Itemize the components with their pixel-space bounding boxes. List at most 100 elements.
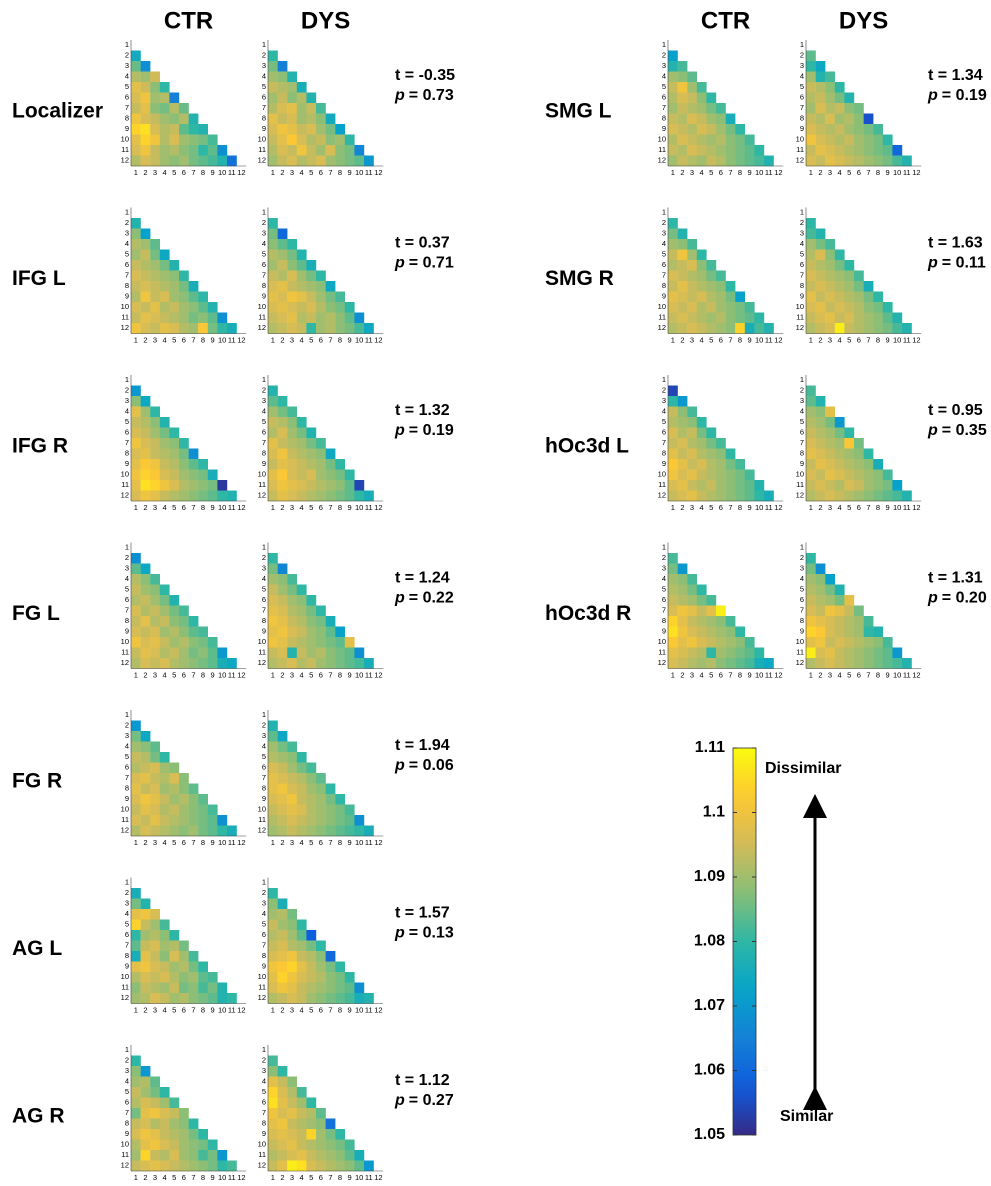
matrix-cell: [169, 469, 180, 481]
matrix-cell: [844, 92, 855, 104]
matrix-cell: [150, 438, 160, 449]
matrix-cell: [277, 228, 288, 240]
col-tick-label: 1: [271, 1005, 275, 1014]
matrix-cell: [207, 804, 218, 816]
matrix-cell: [687, 647, 697, 659]
matrix-cell: [677, 469, 688, 481]
matrix-cell: [150, 323, 160, 334]
matrix-cell: [287, 291, 297, 303]
matrix-cell: [268, 762, 278, 774]
matrix-cell: [179, 281, 189, 292]
matrix-cell: [131, 804, 141, 816]
matrix-cell: [188, 113, 199, 125]
matrix-cell: [179, 815, 189, 826]
matrix-cell: [277, 815, 288, 826]
matrix-cell: [268, 1108, 278, 1119]
col-tick-label: 5: [172, 838, 176, 847]
col-tick-label: 12: [237, 1005, 245, 1014]
col-tick-label: 8: [738, 670, 742, 679]
matrix-cell: [150, 982, 160, 994]
matrix-cell: [844, 312, 855, 324]
matrix-cell: [754, 155, 765, 167]
matrix-cell: [179, 113, 189, 125]
row-tick-label: 8: [800, 281, 804, 290]
matrix-cell: [316, 825, 326, 837]
matrix-cell: [834, 490, 845, 502]
matrix-cell: [268, 825, 278, 837]
matrix-cell: [344, 323, 355, 334]
matrix-cell: [287, 637, 297, 648]
matrix-cell: [306, 794, 317, 805]
region-label: FG R: [12, 770, 62, 793]
col-tick-label: 5: [172, 1005, 176, 1014]
matrix-cell: [668, 563, 678, 575]
col-tick-label: 10: [755, 335, 763, 344]
matrix-cell: [277, 260, 288, 271]
col-tick-label: 7: [866, 335, 870, 344]
matrix-cell: [277, 563, 288, 575]
matrix-cell: [844, 260, 855, 271]
matrix-cell: [179, 647, 189, 659]
row-tick-label: 5: [125, 1087, 129, 1096]
matrix-cell: [696, 480, 707, 491]
matrix-cell: [764, 155, 774, 167]
matrix-cell: [150, 574, 160, 585]
matrix-cell: [198, 626, 208, 638]
matrix-cell: [316, 605, 326, 617]
row-tick-label: 5: [800, 585, 804, 594]
matrix-cell: [140, 1150, 151, 1161]
row-tick-label: 1: [262, 208, 266, 217]
matrix-cell: [316, 145, 326, 156]
matrix-cell: [834, 312, 845, 324]
matrix-cell: [863, 134, 874, 146]
matrix-cell: [159, 1160, 170, 1172]
matrix-cell: [825, 658, 835, 669]
matrix-cell: [344, 145, 355, 156]
matrix-cell: [854, 658, 864, 669]
matrix-cell: [882, 490, 893, 502]
matrix-cell: [306, 658, 317, 669]
col-tick-label: 5: [309, 335, 313, 344]
matrix-cell: [668, 82, 678, 93]
matrix-cell: [335, 804, 345, 816]
row-tick-label: 7: [125, 438, 129, 447]
matrix-cell: [179, 1129, 189, 1140]
matrix-cell: [316, 804, 326, 816]
col-tick-label: 3: [290, 335, 294, 344]
row-tick-label: 6: [662, 595, 666, 604]
col-tick-label: 8: [738, 503, 742, 512]
matrix-cell: [131, 616, 141, 627]
matrix-cell: [217, 825, 228, 837]
matrix-cell: [815, 396, 826, 407]
p-symbol: p: [394, 255, 405, 272]
matrix-cell: [277, 930, 288, 941]
row-tick-label: 9: [662, 459, 666, 468]
matrix-cell: [325, 490, 336, 502]
matrix-cell: [217, 1150, 228, 1161]
matrix-cell: [140, 930, 151, 941]
matrix-cell: [696, 134, 707, 146]
col-tick-label: 8: [201, 335, 205, 344]
matrix-cell: [140, 448, 151, 460]
row-tick-label: 11: [796, 145, 804, 154]
row-tick-label: 12: [258, 993, 266, 1002]
matrix-cell: [873, 490, 883, 502]
matrix-cell: [131, 1066, 141, 1077]
col-tick-label: 5: [709, 335, 713, 344]
row-tick-label: 4: [125, 1077, 129, 1086]
matrix-cell: [277, 626, 288, 638]
row-tick-label: 9: [125, 794, 129, 803]
matrix-cell: [364, 155, 374, 167]
row-tick-label: 5: [662, 82, 666, 91]
matrix-cell: [325, 448, 336, 460]
row-tick-label: 3: [125, 61, 129, 70]
matrix-cell: [131, 888, 141, 899]
matrix-cell: [268, 323, 278, 334]
matrix-cell: [140, 281, 151, 292]
matrix-cell: [325, 323, 336, 334]
matrix-cell: [277, 71, 288, 83]
matrix-cell: [354, 145, 365, 156]
row-tick-label: 7: [662, 103, 666, 112]
row-tick-label: 8: [125, 784, 129, 793]
matrix-cell: [316, 438, 326, 449]
